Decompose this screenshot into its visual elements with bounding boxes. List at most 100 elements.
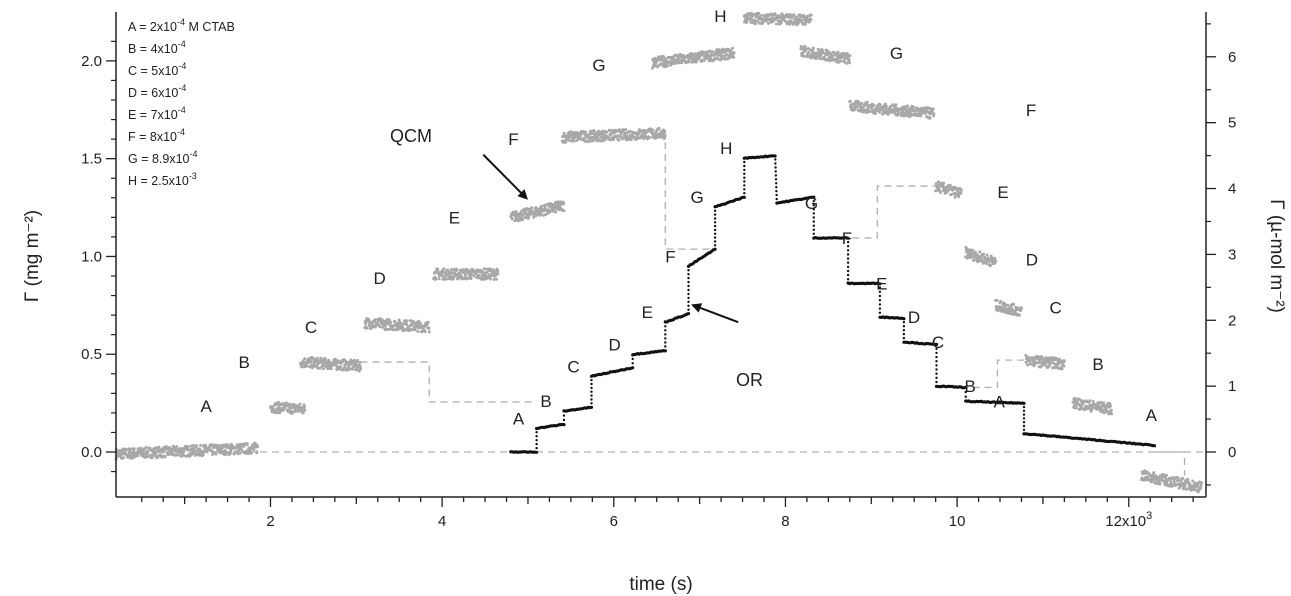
qcm-point: [562, 209, 566, 213]
qcm-point: [150, 456, 154, 460]
qcm-point: [448, 274, 452, 278]
qcm-point: [587, 135, 591, 139]
qcm-point: [343, 365, 347, 369]
qcm-series: [114, 11, 1204, 494]
qcm-point: [596, 136, 600, 140]
x-tick-label: 12x103: [1105, 510, 1152, 530]
qcm-point: [994, 259, 998, 263]
or-step: [742, 154, 778, 201]
qcm-point: [1020, 306, 1023, 310]
or-point: [878, 286, 882, 289]
qcm-point: [612, 138, 616, 141]
or-point: [846, 278, 850, 281]
qcm-segment: [848, 99, 936, 120]
or-point: [935, 368, 938, 371]
qcm-point: [934, 182, 938, 186]
qcm-segment: [650, 46, 736, 70]
qcm-point: [745, 19, 749, 23]
qcm-point: [1183, 484, 1187, 488]
qcm-point: [1181, 477, 1185, 480]
qcm-point: [320, 365, 324, 368]
or-point: [1022, 428, 1026, 431]
qcm-point: [211, 453, 215, 456]
y2-tick-label: 2: [1228, 312, 1236, 329]
qcm-point: [586, 140, 590, 144]
qcm-point: [1102, 401, 1106, 405]
y-tick-label: 0.0: [81, 444, 102, 461]
qcm-segment: [742, 11, 813, 27]
or-point: [743, 172, 746, 175]
qcm-point: [545, 202, 549, 206]
or-point: [562, 414, 566, 417]
qcm-point: [1176, 476, 1180, 480]
qcm-point: [723, 54, 727, 58]
qcm-point: [482, 275, 485, 279]
qcm-point: [277, 400, 280, 404]
qcm-point: [1165, 473, 1168, 477]
qcm-point: [1187, 480, 1191, 484]
or-point: [535, 431, 538, 434]
qcm-point: [650, 66, 654, 70]
qcm-point: [418, 321, 422, 325]
or-point: [878, 282, 882, 286]
or-point: [743, 160, 746, 164]
qcm-segment: [509, 200, 566, 223]
qcm-point: [451, 277, 455, 281]
or-point: [742, 195, 746, 199]
or-point: [664, 333, 667, 336]
qcm-point: [937, 186, 941, 190]
qcm-point: [157, 445, 161, 449]
qcm-point: [480, 270, 484, 274]
qcm-point: [805, 14, 809, 18]
qcm-point: [802, 54, 806, 58]
qcm-point: [342, 368, 346, 372]
qcm-point: [242, 444, 246, 448]
or-step-label: C: [567, 357, 579, 376]
qcm-point: [283, 406, 287, 410]
qcm-point: [195, 444, 199, 448]
or-point: [687, 292, 690, 296]
qcm-segment: [299, 356, 363, 373]
or-point: [773, 154, 777, 158]
qcm-point: [1179, 479, 1183, 483]
qcm-point: [822, 55, 826, 59]
qcm-point: [1006, 303, 1010, 307]
or-point: [846, 245, 850, 248]
qcm-point: [788, 22, 792, 26]
or-point: [846, 269, 850, 273]
qcm-point: [624, 128, 628, 132]
qcm-point: [573, 136, 577, 140]
qcm-point: [978, 250, 982, 254]
qcm-point: [488, 277, 492, 281]
qcm-point: [309, 360, 313, 364]
qcm-point: [809, 48, 812, 52]
qcm-point: [333, 357, 337, 361]
or-step-label: H: [720, 139, 732, 158]
or-point: [812, 216, 815, 219]
or-point: [775, 190, 778, 193]
or-point: [1152, 444, 1157, 448]
qcm-point: [403, 319, 406, 323]
qcm-point: [358, 361, 362, 364]
qcm-point: [539, 213, 543, 216]
or-step: [934, 384, 968, 398]
qcm-point: [993, 256, 997, 260]
or-step-label: G: [690, 188, 703, 207]
x-tick-label: 8: [781, 513, 789, 530]
qcm-point: [749, 20, 753, 24]
qcm-point: [588, 139, 592, 143]
qcm-point: [427, 326, 431, 330]
or-point: [687, 308, 690, 311]
qcm-point: [896, 111, 900, 115]
or-point: [713, 228, 717, 232]
qcm-point: [603, 138, 607, 142]
qcm-point: [1062, 359, 1066, 363]
qcm-point: [1091, 399, 1095, 403]
qcm-point: [811, 46, 815, 50]
qcm-point: [308, 365, 311, 369]
qcm-segment: [1071, 396, 1114, 416]
qcm-point: [1082, 400, 1086, 404]
legend-entry: B = 4x10-4: [128, 39, 186, 56]
or-point: [590, 394, 593, 397]
qcm-point: [809, 13, 813, 17]
